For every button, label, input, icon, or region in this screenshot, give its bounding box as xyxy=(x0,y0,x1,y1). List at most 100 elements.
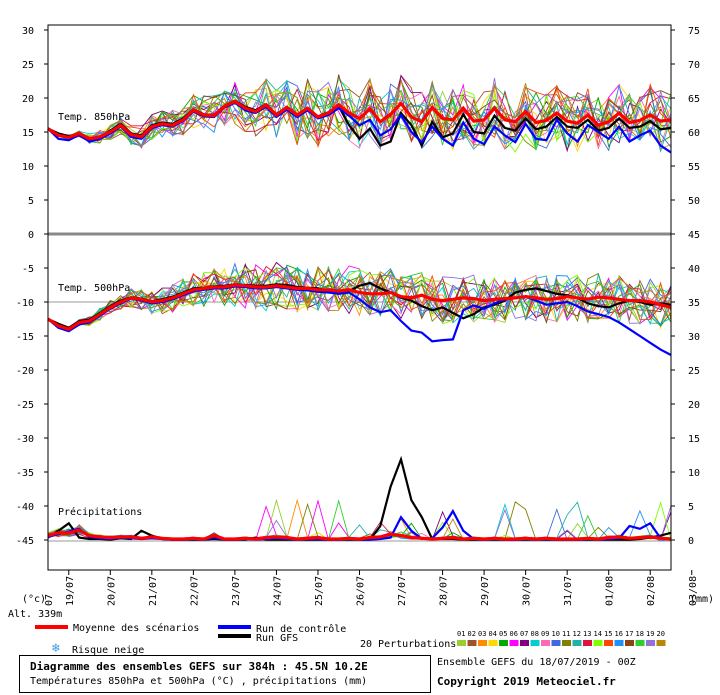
date-tick-label: 28/07 xyxy=(439,576,450,606)
perturbation-17-t500 xyxy=(47,266,672,332)
perturbation-legend-id: 13 xyxy=(583,630,591,638)
perturbation-legend-id: 09 xyxy=(541,630,549,638)
perturbation-legend-id: 02 xyxy=(468,630,476,638)
left-tick-label: 0 xyxy=(28,230,34,241)
right-tick-label: 40 xyxy=(688,264,700,275)
perturbation-legend-id: 17 xyxy=(625,630,633,638)
perturbation-legend-swatch xyxy=(635,640,645,646)
left-axis-ticks: 30 25 20 15 10 5 0 -5 -10 -15 -20 -25 -30 -35 -40 -45 xyxy=(16,26,48,547)
perturbation-legend-id: 07 xyxy=(520,630,528,638)
perturbation-legend-swatch xyxy=(583,640,592,646)
footer-title-box: Diagramme des ensembles GEFS sur 384h : … xyxy=(19,655,431,693)
left-tick-label: -40 xyxy=(16,502,34,513)
perturbation-legend-swatch xyxy=(562,640,571,646)
date-tick-label: 22/07 xyxy=(189,576,200,606)
perturbation-legend-id: 12 xyxy=(573,630,581,638)
run-info: Ensemble GEFS du 18/07/2019 - 00Z xyxy=(437,657,636,668)
mean-t500-line xyxy=(47,283,672,331)
left-tick-label: -10 xyxy=(16,298,34,309)
perturbation-legend-swatch xyxy=(614,640,624,646)
perturbation-legend-swatch xyxy=(499,640,508,646)
date-tick-label: 19/07 xyxy=(65,576,76,606)
perturbation-14-t850 xyxy=(47,79,672,153)
copyright: Copyright 2019 Meteociel.fr xyxy=(437,675,616,688)
right-tick-label: 45 xyxy=(688,230,700,241)
perturbation-legend-id: 01 xyxy=(457,630,465,638)
date-tick-label: 24/07 xyxy=(272,576,283,606)
perturbation-legend-swatch xyxy=(593,640,603,646)
chart-title: Diagramme des ensembles GEFS sur 384h : … xyxy=(30,660,368,673)
legend-mean-label: Moyenne des scénarios xyxy=(73,622,199,634)
perturbation-10-t500 xyxy=(47,262,672,330)
perturbation-legend-swatch xyxy=(656,640,666,646)
right-tick-label: 0 xyxy=(688,536,694,547)
perturbation-legend-swatch xyxy=(551,640,561,646)
perturbation-legend-id: 04 xyxy=(489,630,497,638)
perturbation-legend-id: 06 xyxy=(510,630,518,638)
left-tick-label: -15 xyxy=(16,332,34,343)
plot-frame xyxy=(47,24,672,571)
right-tick-label: 25 xyxy=(688,366,700,377)
date-tick-label: 23/07 xyxy=(231,576,242,606)
date-tick-label: 02/08 xyxy=(646,576,657,606)
left-tick-label: 5 xyxy=(28,196,34,207)
perturbation-legend-swatch xyxy=(530,640,540,646)
perturbation-legend-id: 14 xyxy=(594,630,602,638)
right-tick-label: 55 xyxy=(688,162,700,173)
perturbation-legend-swatch xyxy=(541,640,550,646)
date-tick-label: 31/07 xyxy=(563,576,574,606)
perturbation-legend-id: 11 xyxy=(562,630,570,638)
left-tick-label: -45 xyxy=(16,536,34,547)
altitude-label: Alt. 339m xyxy=(8,609,62,620)
right-tick-label: 20 xyxy=(688,400,700,411)
perturbation-16-t500 xyxy=(47,267,672,331)
perturbation-legend-swatch xyxy=(467,640,477,646)
right-tick-label: 35 xyxy=(688,298,700,309)
left-tick-label: -35 xyxy=(16,468,34,479)
perturbation-legend-id: 20 xyxy=(657,630,665,638)
first-date-fragment: 07 xyxy=(44,594,55,606)
right-tick-label: 15 xyxy=(688,434,700,445)
left-axis-unit: (°c) xyxy=(22,594,46,605)
date-tick-label: 21/07 xyxy=(148,576,159,606)
perturbation-legend-swatch xyxy=(646,640,655,646)
perturbation-16-t850 xyxy=(47,84,672,146)
left-tick-label: 25 xyxy=(22,60,34,71)
date-tick-label: 27/07 xyxy=(397,576,408,606)
perturbation-legend-id: 05 xyxy=(499,630,507,638)
perturbation-legend-swatch xyxy=(520,640,529,646)
right-axis-unit: (mm) xyxy=(690,594,714,605)
perturbation-12-t850 xyxy=(47,78,672,153)
perturbation-18-t500 xyxy=(47,267,672,332)
legend-gfs-label: Run GFS xyxy=(256,633,298,644)
right-tick-label: 5 xyxy=(688,502,694,513)
right-tick-label: 75 xyxy=(688,26,700,37)
perturbation-legend-id: 18 xyxy=(636,630,644,638)
perturbation-legend-swatch xyxy=(625,640,634,646)
perturbation-legend-id: 10 xyxy=(552,630,560,638)
date-tick-label: 20/07 xyxy=(106,576,117,606)
right-tick-label: 30 xyxy=(688,332,700,343)
perturbation-legend-id: 08 xyxy=(531,630,539,638)
left-tick-label: 15 xyxy=(22,128,34,139)
snowflake-icon: ❄ xyxy=(51,641,60,655)
date-tick-label: 01/08 xyxy=(605,576,616,606)
perturbation-legend-id: 16 xyxy=(615,630,623,638)
perturbation-legend-id: 19 xyxy=(646,630,654,638)
perturbation-18-t850 xyxy=(47,79,672,152)
date-tick-label: 26/07 xyxy=(356,576,367,606)
legend-perturbations-label: 20 Perturbations xyxy=(360,639,456,650)
label-t850: Temp. 850hPa xyxy=(58,112,130,123)
label-precip: Précipitations xyxy=(58,506,142,518)
left-tick-label: -30 xyxy=(16,434,34,445)
left-tick-label: -5 xyxy=(22,264,34,275)
left-tick-label: 10 xyxy=(22,162,34,173)
right-tick-label: 60 xyxy=(688,128,700,139)
right-tick-label: 50 xyxy=(688,196,700,207)
perturbation-19-t850 xyxy=(47,77,672,151)
perturbation-legend-swatch xyxy=(572,640,582,646)
chart-subtitle: Températures 850hPa et 500hPa (°C) , pré… xyxy=(30,676,368,687)
right-tick-label: 10 xyxy=(688,468,700,479)
